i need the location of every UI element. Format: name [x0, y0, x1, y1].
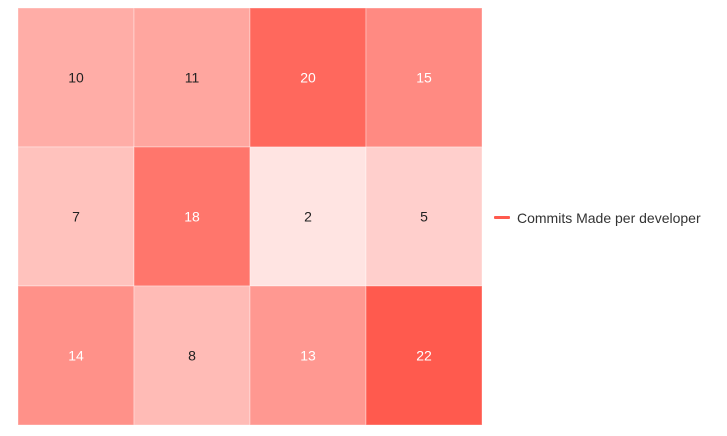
heatmap-cell-value-r2-c3: 2: [304, 209, 312, 225]
heatmap-cell-value-r2-c2: 18: [184, 209, 200, 225]
heatmap-cell-r3-c1[interactable]: [17, 285, 135, 426]
heatmap-cell-r2-c4[interactable]: [365, 146, 483, 287]
heatmap-cell-r2-c1[interactable]: [17, 146, 135, 287]
heatmap-cell-r3-c2[interactable]: [133, 285, 251, 426]
legend-label: Commits Made per developer: [517, 210, 701, 226]
heatmap-cell-r1-c4[interactable]: [365, 7, 483, 148]
legend-swatch: [494, 216, 510, 219]
heatmap-cell-value-r3-c1: 14: [68, 348, 84, 364]
heatmap-cell-value-r2-c1: 7: [72, 209, 80, 225]
heatmap-cell-value-r3-c3: 13: [300, 348, 316, 364]
heatmap-cell-labels: 10 11 20 15 7 18 2 5 14 8 13 22: [68, 70, 432, 364]
heatmap-cell-value-r3-c4: 22: [416, 348, 432, 364]
heatmap-cell-r1-c2[interactable]: [133, 7, 251, 148]
heatmap-cell-r1-c1[interactable]: [17, 7, 135, 148]
heatmap-cell-value-r1-c4: 15: [416, 70, 432, 86]
heatmap-cell-r2-c2[interactable]: [133, 146, 251, 287]
legend[interactable]: Commits Made per developer: [494, 210, 701, 226]
heatmap-cell-value-r3-c2: 8: [188, 348, 196, 364]
heatmap-cell-value-r1-c3: 20: [300, 70, 316, 86]
heatmap-cell-value-r2-c4: 5: [420, 209, 428, 225]
heatmap-cell-value-r1-c1: 10: [68, 70, 84, 86]
heatmap-cell-r1-c3[interactable]: [249, 7, 367, 148]
heatmap-cell-value-r1-c2: 11: [185, 70, 200, 86]
heatmap-cells: [17, 7, 483, 426]
heatmap-cell-r3-c4[interactable]: [365, 285, 483, 426]
